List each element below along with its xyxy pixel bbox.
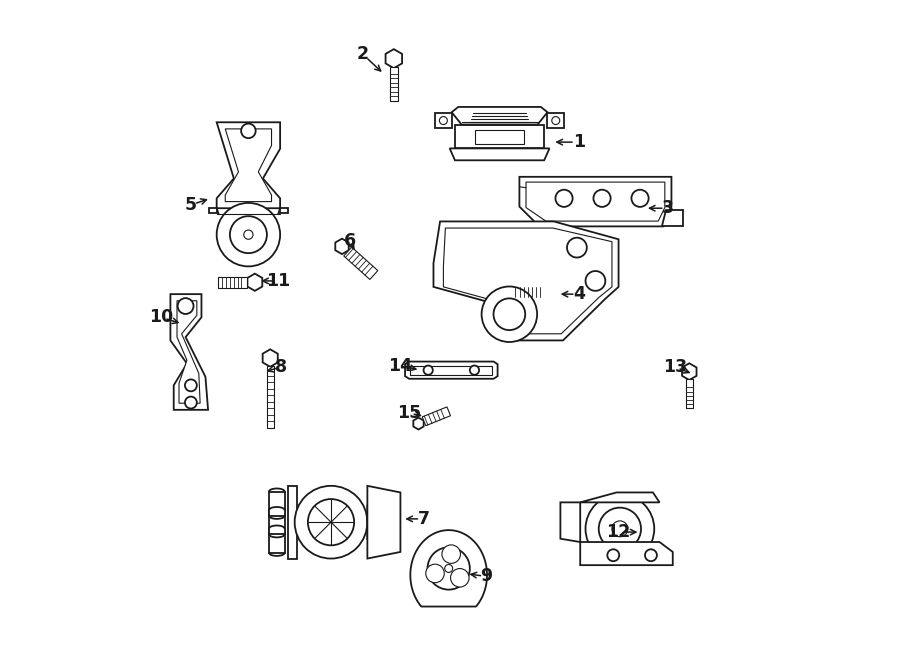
Text: 8: 8 — [275, 358, 287, 376]
Polygon shape — [682, 364, 697, 380]
Polygon shape — [662, 210, 683, 226]
Polygon shape — [413, 418, 424, 430]
Circle shape — [442, 545, 461, 563]
Circle shape — [439, 116, 447, 124]
Circle shape — [482, 286, 537, 342]
Text: 14: 14 — [389, 356, 412, 375]
Polygon shape — [434, 221, 618, 340]
Polygon shape — [455, 124, 544, 148]
Text: 9: 9 — [481, 567, 492, 586]
Polygon shape — [580, 542, 673, 565]
Circle shape — [555, 190, 572, 207]
Text: 1: 1 — [572, 133, 585, 151]
Circle shape — [445, 564, 453, 572]
Polygon shape — [269, 492, 284, 516]
Circle shape — [608, 549, 619, 561]
Polygon shape — [450, 148, 550, 160]
Circle shape — [470, 366, 479, 375]
Polygon shape — [344, 247, 378, 280]
Polygon shape — [248, 274, 262, 291]
Circle shape — [612, 521, 628, 537]
Circle shape — [593, 190, 610, 207]
Polygon shape — [410, 530, 487, 607]
Text: 4: 4 — [573, 285, 585, 303]
Polygon shape — [266, 366, 274, 428]
Text: 12: 12 — [607, 523, 631, 541]
Text: 13: 13 — [662, 358, 687, 376]
Polygon shape — [686, 379, 693, 408]
Circle shape — [177, 298, 194, 314]
Bar — [475, 130, 524, 143]
Polygon shape — [367, 506, 391, 539]
Text: 10: 10 — [149, 308, 174, 327]
Circle shape — [184, 397, 197, 408]
Polygon shape — [177, 301, 200, 403]
Text: 3: 3 — [662, 199, 674, 217]
Text: 7: 7 — [418, 510, 429, 528]
Polygon shape — [170, 294, 208, 410]
Text: 5: 5 — [184, 196, 197, 214]
Circle shape — [428, 547, 470, 590]
Polygon shape — [405, 362, 498, 379]
Polygon shape — [280, 208, 288, 213]
Polygon shape — [209, 208, 217, 213]
Circle shape — [598, 508, 641, 550]
Circle shape — [586, 271, 606, 291]
Polygon shape — [580, 492, 660, 502]
Polygon shape — [444, 228, 612, 334]
Circle shape — [217, 203, 280, 266]
Circle shape — [493, 298, 526, 330]
Polygon shape — [435, 113, 452, 128]
Polygon shape — [422, 407, 451, 426]
Circle shape — [308, 499, 355, 545]
Circle shape — [586, 494, 654, 563]
Polygon shape — [547, 113, 564, 128]
Polygon shape — [288, 486, 297, 559]
Polygon shape — [225, 129, 272, 202]
Circle shape — [426, 564, 445, 583]
Circle shape — [645, 549, 657, 561]
Polygon shape — [519, 177, 671, 226]
Circle shape — [241, 124, 256, 138]
Circle shape — [552, 116, 560, 124]
Polygon shape — [269, 510, 284, 534]
Text: 2: 2 — [356, 45, 369, 63]
Polygon shape — [546, 284, 561, 301]
Circle shape — [424, 366, 433, 375]
Polygon shape — [410, 366, 492, 375]
Circle shape — [567, 238, 587, 258]
Polygon shape — [219, 277, 248, 288]
Polygon shape — [526, 182, 665, 221]
Circle shape — [632, 190, 649, 207]
Circle shape — [230, 216, 267, 253]
Polygon shape — [217, 122, 280, 208]
Circle shape — [451, 568, 469, 587]
Polygon shape — [385, 49, 402, 68]
Circle shape — [184, 379, 197, 391]
Polygon shape — [452, 107, 547, 124]
Text: 15: 15 — [397, 404, 421, 422]
Circle shape — [244, 230, 253, 239]
Polygon shape — [263, 349, 278, 367]
Text: 11: 11 — [266, 272, 291, 290]
Polygon shape — [561, 502, 581, 542]
Polygon shape — [269, 529, 284, 553]
Polygon shape — [336, 239, 348, 254]
Circle shape — [294, 486, 367, 559]
Polygon shape — [367, 486, 400, 559]
Polygon shape — [516, 287, 546, 297]
Text: 6: 6 — [344, 232, 356, 251]
Polygon shape — [390, 67, 398, 100]
